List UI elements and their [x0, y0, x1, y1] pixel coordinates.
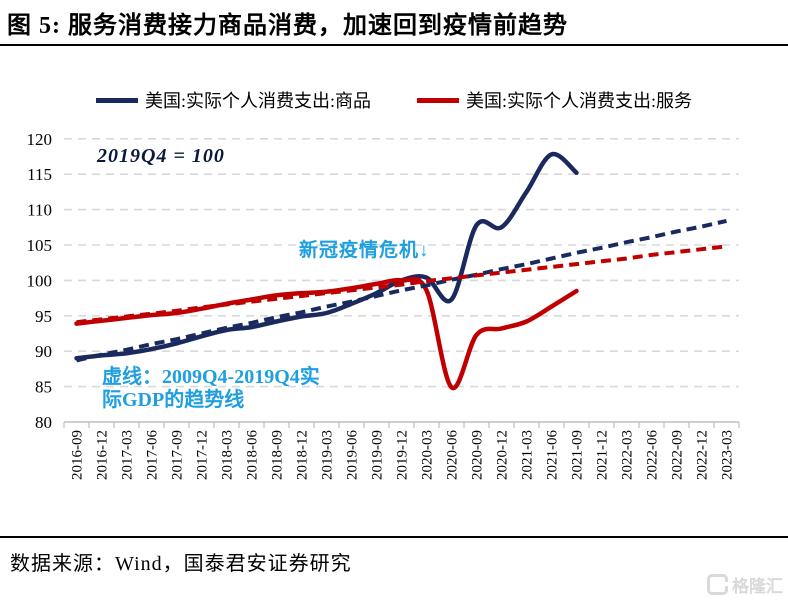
x-axis-label: 2018-03: [220, 430, 236, 480]
gelonghui-watermark: 格隆汇: [707, 572, 783, 597]
index-base-note: 2019Q4 = 100: [97, 145, 225, 167]
chart-legend: 美国:实际个人消费支出:商品 美国:实际个人消费支出:服务: [0, 87, 788, 113]
y-axis-label: 115: [27, 165, 52, 184]
x-axis-label: 2019-09: [370, 430, 386, 480]
x-axis-label: 2018-06: [245, 430, 261, 480]
x-axis-label: 2020-06: [445, 430, 461, 480]
y-axis-label: 85: [35, 378, 52, 397]
x-axis-label: 2017-09: [170, 430, 186, 480]
y-axis-label: 120: [27, 130, 53, 149]
y-axis-label: 110: [27, 201, 52, 220]
x-axis-label: 2020-12: [495, 430, 511, 480]
y-axis-label: 105: [27, 236, 53, 255]
data-source-text: 数据来源：Wind，国泰君安证券研究: [10, 553, 352, 575]
x-axis-label: 2019-12: [395, 430, 411, 480]
covid-crisis-note: 新冠疫情危机↓: [299, 240, 430, 261]
gelonghui-logo-icon: [707, 574, 728, 595]
x-axis-label: 2022-09: [670, 430, 686, 480]
x-axis-label: 2018-12: [295, 430, 311, 480]
x-axis-label: 2023-03: [720, 430, 736, 480]
figure-title: 图 5: 服务消费接力商品消费，加速回到疫情前趋势: [7, 13, 568, 39]
line-chart: 80 85 90 95 100 105 110 115 120 2016-09 2016-12 201…: [27, 130, 740, 480]
trend-line-note: 虚线：2009Q4-2019Q4实 际GDP的趋势线: [102, 366, 320, 411]
x-axis-label: 2022-03: [620, 430, 636, 480]
y-axis-label: 90: [35, 342, 52, 361]
x-axis-label: 2020-09: [470, 430, 486, 480]
series-services-trend-line: [76, 244, 727, 325]
title-divider: [0, 44, 788, 46]
x-axis-label: 2021-03: [520, 430, 536, 480]
y-axis-label: 95: [35, 307, 52, 326]
legend-label-services: 美国:实际个人消费支出:服务: [466, 91, 693, 111]
x-axis-label: 2022-06: [645, 430, 661, 480]
gelonghui-logo-text: 格隆汇: [732, 577, 783, 596]
legend-item-services: 美国:实际个人消费支出:服务: [417, 87, 692, 113]
x-axis-label: 2021-06: [545, 430, 561, 480]
x-axis-label: 2022-12: [695, 430, 711, 480]
x-axis-label: 2018-09: [270, 430, 286, 480]
x-axis-label: 2017-03: [120, 430, 136, 480]
series-goods-line: [74, 151, 579, 361]
legend-label-goods: 美国:实际个人消费支出:商品: [144, 91, 371, 111]
legend-item-goods: 美国:实际个人消费支出:商品: [95, 87, 371, 113]
footer-divider: [0, 536, 788, 538]
x-axis-label: 2019-06: [345, 430, 361, 480]
services-line-swatch: [417, 97, 459, 103]
x-axis-label: 2017-06: [145, 430, 161, 480]
x-axis-label: 2017-12: [195, 430, 211, 480]
x-axis-label: 2020-03: [420, 430, 436, 480]
x-axis-label: 2021-12: [595, 430, 611, 480]
x-axis-label: 2016-09: [70, 430, 86, 480]
x-axis-label: 2019-03: [320, 430, 336, 480]
goods-line-swatch: [95, 97, 138, 103]
x-axis-label: 2016-12: [95, 430, 111, 480]
x-axis-label: 2021-09: [570, 430, 586, 480]
y-axis-label: 80: [35, 413, 52, 432]
y-axis-label: 100: [27, 271, 53, 290]
